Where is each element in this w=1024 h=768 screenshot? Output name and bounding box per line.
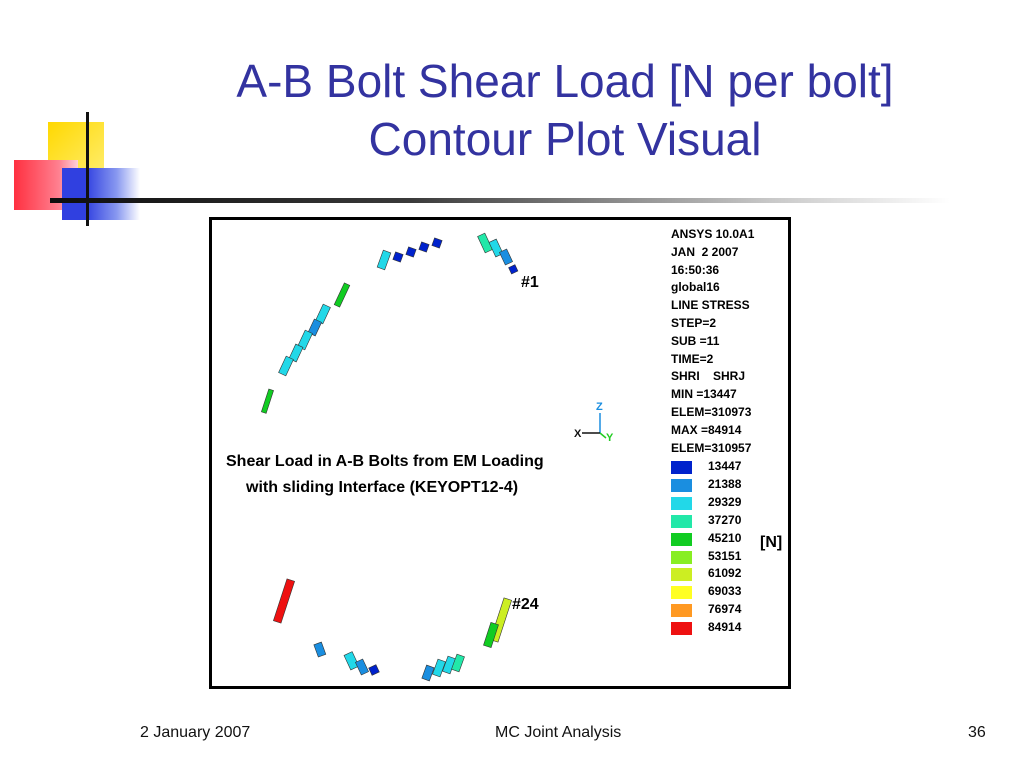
legend-swatch bbox=[671, 532, 692, 546]
bolt-element bbox=[343, 651, 360, 671]
bolt-element bbox=[278, 355, 294, 377]
bolt-element bbox=[418, 241, 430, 253]
bolt-element bbox=[451, 653, 465, 673]
legend-value: 29329 bbox=[708, 494, 742, 509]
legend-swatch bbox=[671, 496, 692, 510]
bolt-element bbox=[499, 248, 513, 266]
legend-value: 84914 bbox=[708, 620, 742, 635]
ansys-info-line: ELEM=310957 bbox=[671, 440, 752, 455]
triad-y-axis bbox=[599, 432, 607, 439]
contour-plot: Z X Y #1 #24 Shear Load in A-B Bolts fro… bbox=[209, 217, 791, 689]
unit-label: [N] bbox=[760, 534, 783, 551]
bolt-ring-drawing: Z X Y bbox=[261, 232, 614, 682]
legend-swatch bbox=[671, 604, 692, 618]
footer-date: 2 January 2007 bbox=[140, 724, 251, 741]
bolt-element bbox=[376, 249, 392, 271]
title-divider bbox=[50, 198, 950, 203]
ansys-info-line: SHRI SHRJ bbox=[671, 369, 746, 384]
ansys-info-line: TIME=2 bbox=[671, 351, 714, 366]
ansys-info-block: ANSYS 10.0A1 JAN 2 2007 16:50:36 global16 LI… bbox=[671, 226, 754, 457]
legend-value: 69033 bbox=[708, 584, 742, 599]
plot-caption-line-2: with sliding Interface (KEYOPT12-4) bbox=[246, 479, 519, 496]
decor-blue-square bbox=[62, 168, 140, 220]
legend-value: 37270 bbox=[708, 512, 742, 527]
ansys-info-line: STEP=2 bbox=[671, 315, 717, 330]
ansys-info-line: LINE STRESS bbox=[671, 298, 750, 313]
ansys-info-line: global16 bbox=[671, 280, 720, 295]
ansys-info-line: ANSYS 10.0A1 bbox=[671, 227, 755, 241]
legend-swatch bbox=[671, 514, 692, 528]
ansys-info-line: JAN 2 2007 bbox=[671, 244, 739, 259]
bolt-element bbox=[421, 664, 435, 682]
legend-value: 45210 bbox=[708, 530, 742, 545]
footer-page-number: 36 bbox=[968, 724, 986, 741]
legend-swatch bbox=[671, 550, 692, 564]
triad-x-label: X bbox=[574, 428, 582, 440]
legend-value: 76974 bbox=[708, 602, 742, 617]
legend-value: 53151 bbox=[708, 548, 742, 563]
legend-value: 13447 bbox=[708, 459, 742, 473]
triad-y-label: Y bbox=[606, 432, 614, 444]
bolt-element bbox=[368, 664, 380, 676]
ansys-info-line: ELEM=310973 bbox=[671, 404, 752, 419]
bolt-element bbox=[483, 621, 499, 649]
legend-swatch bbox=[671, 622, 692, 636]
bolt-element bbox=[508, 264, 519, 275]
legend-swatch bbox=[671, 461, 692, 474]
bolt-element bbox=[261, 388, 274, 414]
bolt-24-label: #24 bbox=[512, 596, 539, 613]
bolt-element bbox=[313, 641, 327, 658]
plot-caption: Shear Load in A-B Bolts from EM Loading … bbox=[226, 449, 544, 501]
bolt-element bbox=[431, 237, 443, 249]
bolt-element bbox=[333, 282, 351, 308]
ansys-info-line: 16:50:36 bbox=[671, 262, 720, 277]
ansys-info-line: MAX =84914 bbox=[671, 422, 742, 437]
legend-swatch bbox=[671, 568, 692, 582]
bolt-element bbox=[405, 246, 417, 258]
slide-title-line-1: A-B Bolt Shear Load [N per bolt] bbox=[236, 55, 894, 107]
legend-swatch bbox=[671, 478, 692, 492]
bolt-1-label: #1 bbox=[521, 274, 539, 291]
bolt-element bbox=[477, 232, 493, 254]
slide-title-line-2: Contour Plot Visual bbox=[368, 113, 762, 165]
slide-title: A-B Bolt Shear Load [N per bolt] Contour… bbox=[150, 52, 980, 168]
decor-vertical-line bbox=[86, 112, 89, 226]
bolt-element bbox=[273, 578, 295, 624]
ansys-info-line: MIN =13447 bbox=[671, 387, 737, 402]
legend-value: 21388 bbox=[708, 476, 742, 491]
footer-title: MC Joint Analysis bbox=[495, 724, 622, 741]
bolt-element bbox=[392, 251, 404, 263]
bolt-element bbox=[432, 658, 446, 678]
triad-z-label: Z bbox=[596, 401, 603, 413]
ansys-info-line: SUB =11 bbox=[671, 333, 720, 348]
legend-value: 61092 bbox=[708, 566, 742, 581]
plot-caption-line-1: Shear Load in A-B Bolts from EM Loading bbox=[226, 453, 544, 470]
legend-swatch bbox=[671, 586, 692, 600]
bolt-element bbox=[355, 658, 369, 676]
